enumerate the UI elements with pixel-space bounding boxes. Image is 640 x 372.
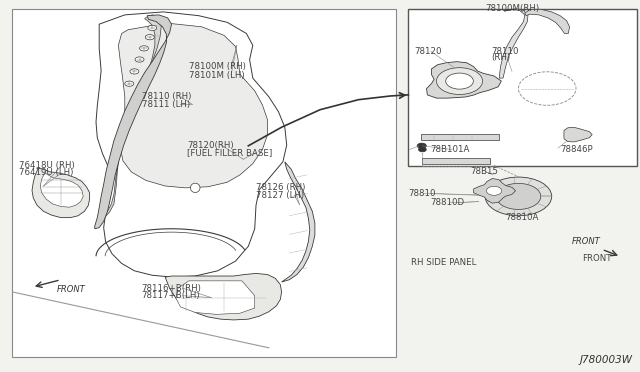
Polygon shape [282,162,315,282]
Circle shape [496,183,541,209]
Text: 78127 (LH): 78127 (LH) [256,191,304,200]
Text: 76419U (LH): 76419U (LH) [19,169,74,177]
Polygon shape [96,12,287,277]
Text: 78810A: 78810A [506,213,539,222]
Polygon shape [474,179,516,203]
Text: 78120: 78120 [415,47,442,56]
Text: RH SIDE PANEL: RH SIDE PANEL [411,258,476,267]
Text: 78846P: 78846P [560,145,593,154]
Text: 78110 (RH): 78110 (RH) [142,92,191,101]
Text: FRONT: FRONT [56,285,85,294]
Text: 78120(RH): 78120(RH) [187,141,234,150]
Bar [12,9,396,357]
Polygon shape [564,128,592,142]
Circle shape [518,72,576,105]
Polygon shape [118,23,268,188]
Text: FRONT: FRONT [582,254,612,263]
Text: 78100M (RH): 78100M (RH) [189,62,246,71]
Circle shape [140,46,148,51]
Circle shape [445,73,474,89]
Text: 78B15: 78B15 [470,167,499,176]
Circle shape [130,69,139,74]
Text: 78117+B(LH): 78117+B(LH) [141,291,200,300]
Text: 78100M(RH): 78100M(RH) [485,4,539,13]
Circle shape [485,177,552,216]
Text: 78101M (LH): 78101M (LH) [189,71,244,80]
Polygon shape [422,158,490,164]
Polygon shape [499,9,528,78]
Bar [408,9,637,166]
Circle shape [486,186,502,195]
Polygon shape [95,15,172,229]
Circle shape [135,57,144,62]
Text: [FUEL FILLER BASE]: [FUEL FILLER BASE] [187,148,272,157]
Text: 78111 (LH): 78111 (LH) [142,100,190,109]
Text: 76418U (RH): 76418U (RH) [19,161,75,170]
Polygon shape [102,15,161,220]
Text: (RH): (RH) [492,53,511,62]
Circle shape [436,68,483,94]
Circle shape [419,147,426,152]
Polygon shape [40,173,83,207]
Text: 78126 (RH): 78126 (RH) [256,183,305,192]
Circle shape [125,81,134,86]
Ellipse shape [191,183,200,193]
Polygon shape [176,281,255,314]
Text: 78B101A: 78B101A [430,145,470,154]
Text: 78810D: 78810D [430,198,464,207]
Text: FRONT: FRONT [572,237,600,246]
Polygon shape [525,9,570,33]
Circle shape [417,143,426,148]
Text: J780003W: J780003W [579,355,632,365]
Circle shape [148,25,157,31]
Polygon shape [165,273,282,320]
Circle shape [145,35,154,40]
Text: 78116+B(RH): 78116+B(RH) [141,284,201,293]
Polygon shape [421,134,499,140]
Text: 78110: 78110 [492,47,519,56]
Polygon shape [426,62,501,98]
Polygon shape [32,168,90,218]
Text: 78810: 78810 [408,189,436,198]
